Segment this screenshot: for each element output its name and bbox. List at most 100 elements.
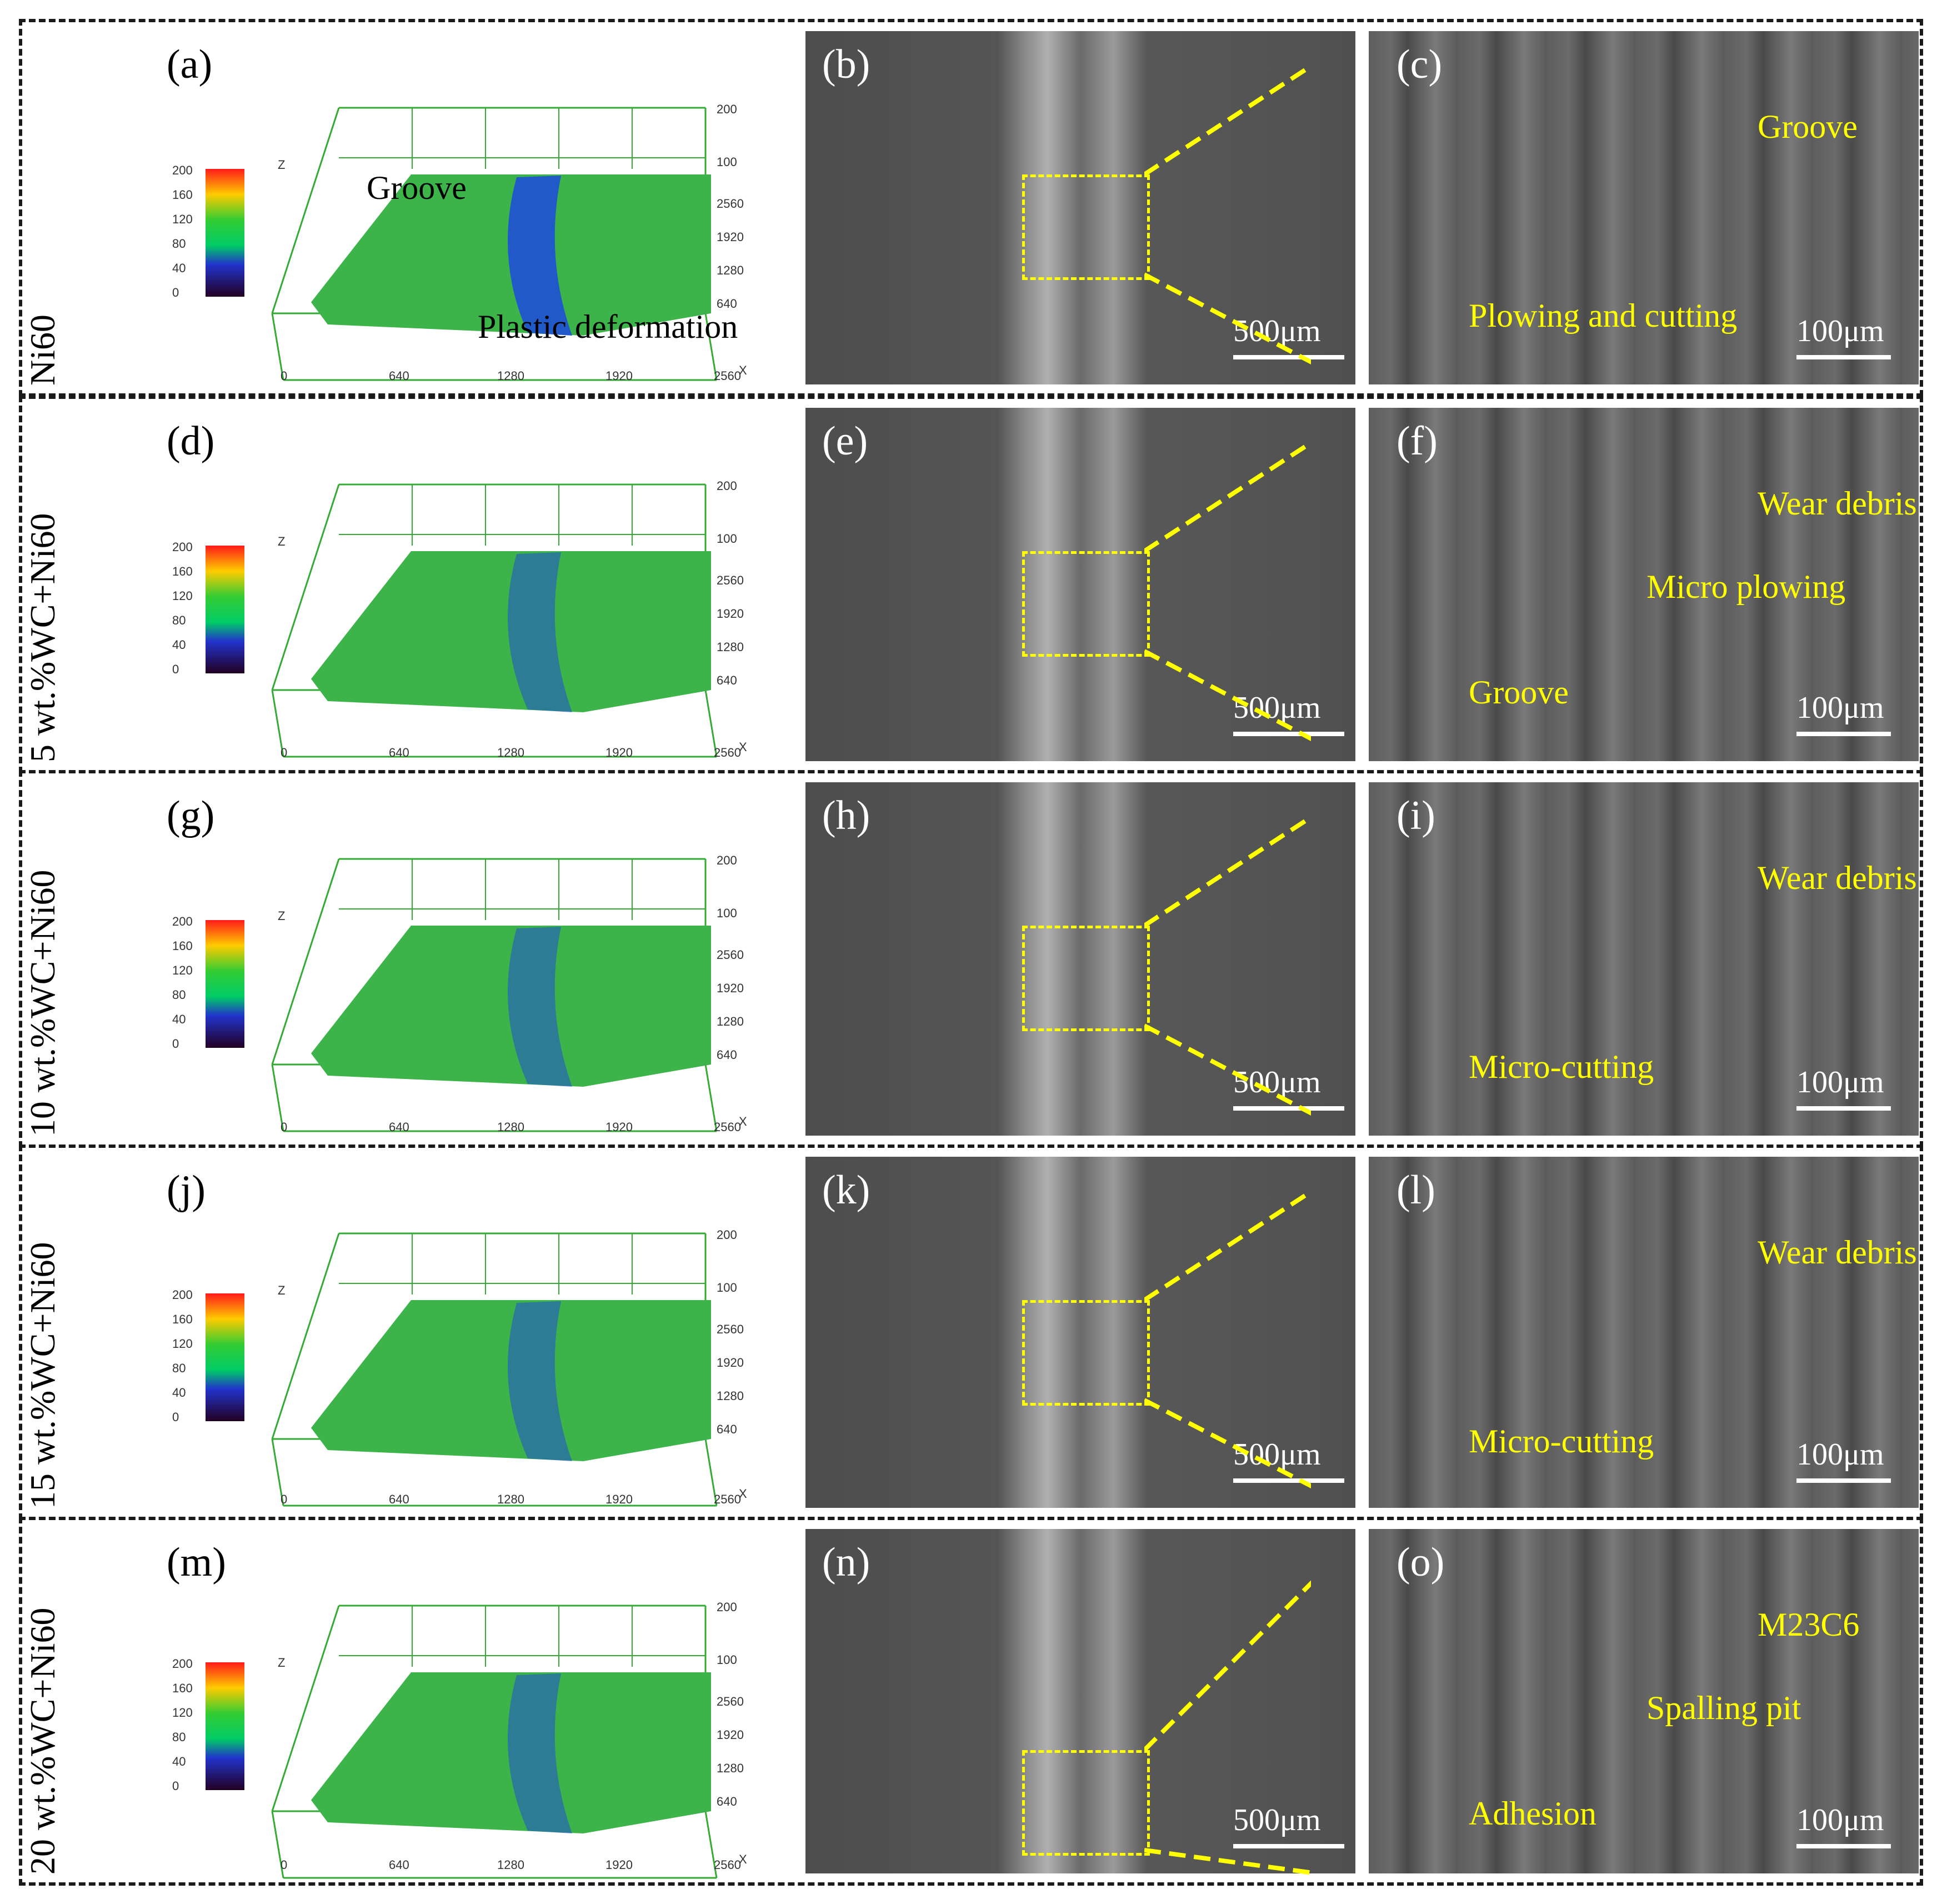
- panel-label-sem-low: (k): [822, 1167, 870, 1214]
- sem-callout: Spalling pit: [1646, 1689, 1801, 1727]
- sem-callout: Groove: [1469, 673, 1569, 712]
- colorbar-tick: 0: [172, 286, 179, 299]
- z-tick: 100: [717, 906, 737, 920]
- groove-callout: Groove: [367, 169, 467, 207]
- panel-label-sem-high: (i): [1397, 792, 1435, 839]
- zoom-line: [1144, 1528, 1311, 1750]
- scale-bar: [1796, 1844, 1891, 1848]
- x-tick: 1280: [497, 1858, 524, 1872]
- sem-callout: Groove: [1758, 108, 1858, 146]
- zoom-line: [1144, 407, 1311, 551]
- zoom-line: [1144, 1026, 1311, 1142]
- x-tick: 1920: [605, 746, 633, 759]
- colorbar-tick: 0: [172, 662, 179, 676]
- z-tick: 200: [717, 1228, 737, 1242]
- colorbar-tick: 0: [172, 1037, 179, 1051]
- x-axis-label: X: [739, 1487, 747, 1501]
- x-tick: 2560: [714, 746, 741, 759]
- z-tick: 200: [717, 853, 737, 867]
- x-axis-label: X: [739, 1852, 747, 1866]
- colorbar-tick: 40: [172, 261, 186, 275]
- panel-label-sem-low: (n): [822, 1539, 870, 1586]
- surface-3d-plot: 200160120804000 640 1280 1920 2560XZ20010025…: [161, 1150, 772, 1515]
- row-side-label: 15 wt.%WC+Ni60: [22, 1242, 63, 1510]
- colorbar-tick: 40: [172, 1755, 186, 1768]
- row-side-label: 5 wt.%WC+Ni60: [22, 513, 63, 763]
- z-axis-label: Z: [278, 534, 285, 548]
- z-axis-label: Z: [278, 909, 285, 923]
- colorbar-tick: 80: [172, 237, 186, 251]
- y-tick: 640: [717, 1422, 737, 1436]
- x-axis-label: X: [739, 363, 747, 377]
- panel-label-sem-low: (b): [822, 41, 870, 88]
- colorbar-tick: 160: [172, 188, 193, 202]
- z-tick: 100: [717, 155, 737, 169]
- zoom-region-box: [1022, 1750, 1150, 1856]
- z-tick: 100: [717, 1281, 737, 1295]
- x-tick: 640: [389, 1492, 409, 1506]
- x-tick: 0: [281, 1120, 287, 1134]
- zoom-connector: [1144, 396, 1311, 773]
- colorbar-tick: 200: [172, 1657, 193, 1671]
- colorbar-tick: 120: [172, 212, 193, 226]
- scale-bar-label: 100μm: [1796, 690, 1884, 726]
- panel-label-sem-high: (c): [1397, 41, 1442, 88]
- x-tick: 1280: [497, 746, 524, 759]
- x-tick: 2560: [714, 1120, 741, 1134]
- y-tick: 1280: [717, 1015, 744, 1028]
- sem-callout: M23C6: [1758, 1606, 1859, 1644]
- zoom-region-box: [1022, 926, 1150, 1031]
- y-tick: 1920: [717, 1356, 744, 1370]
- y-tick: 2560: [717, 573, 744, 587]
- colorbar: [206, 1293, 244, 1421]
- y-tick: 1920: [717, 607, 744, 621]
- y-tick: 1920: [717, 1728, 744, 1742]
- colorbar-tick: 160: [172, 564, 193, 578]
- x-tick: 0: [281, 1858, 287, 1872]
- scale-bar: [1796, 1478, 1891, 1483]
- sem-callout: Wear debris: [1758, 484, 1917, 523]
- colorbar-tick: 80: [172, 1361, 186, 1375]
- colorbar-tick: 80: [172, 613, 186, 627]
- y-tick: 640: [717, 1048, 737, 1062]
- panel-label-sem-high: (o): [1397, 1539, 1444, 1586]
- zoom-line: [1144, 1400, 1311, 1515]
- y-tick: 2560: [717, 1322, 744, 1336]
- zoom-connector: [1144, 770, 1311, 1148]
- x-axis-label: X: [739, 1115, 747, 1128]
- colorbar-tick: 80: [172, 1730, 186, 1744]
- x-tick: 1920: [605, 1492, 633, 1506]
- scale-bar: [1796, 732, 1891, 736]
- panel-label-sem-low: (e): [822, 418, 868, 465]
- colorbar-tick: 40: [172, 1012, 186, 1026]
- y-tick: 640: [717, 1795, 737, 1808]
- row-side-label: 20 wt.%WC+Ni60: [22, 1608, 63, 1875]
- zoom-line: [1144, 274, 1311, 391]
- z-tick: 200: [717, 102, 737, 116]
- colorbar-tick: 0: [172, 1779, 179, 1793]
- colorbar-tick: 160: [172, 1681, 193, 1695]
- x-tick: 2560: [714, 369, 741, 383]
- y-tick: 1280: [717, 640, 744, 654]
- scale-bar: [1796, 355, 1891, 359]
- y-tick: 1280: [717, 263, 744, 277]
- colorbar-tick: 160: [172, 939, 193, 953]
- zoom-connector: [1144, 1517, 1311, 1886]
- colorbar-tick: 200: [172, 540, 193, 554]
- sem-callout: Micro-cutting: [1469, 1422, 1654, 1461]
- x-tick: 640: [389, 369, 409, 383]
- colorbar: [206, 1662, 244, 1790]
- scale-bar-label: 100μm: [1796, 1437, 1884, 1472]
- colorbar-tick: 200: [172, 163, 193, 177]
- x-tick: 1920: [605, 1120, 633, 1134]
- scale-bar-label: 100μm: [1796, 313, 1884, 349]
- colorbar-tick: 120: [172, 1706, 193, 1720]
- x-tick: 1920: [605, 369, 633, 383]
- x-tick: 640: [389, 1120, 409, 1134]
- z-tick: 100: [717, 1653, 737, 1667]
- y-tick: 2560: [717, 1695, 744, 1708]
- sem-callout: Adhesion: [1469, 1795, 1596, 1833]
- zoom-line: [1144, 781, 1311, 926]
- zoom-line: [1144, 1156, 1311, 1300]
